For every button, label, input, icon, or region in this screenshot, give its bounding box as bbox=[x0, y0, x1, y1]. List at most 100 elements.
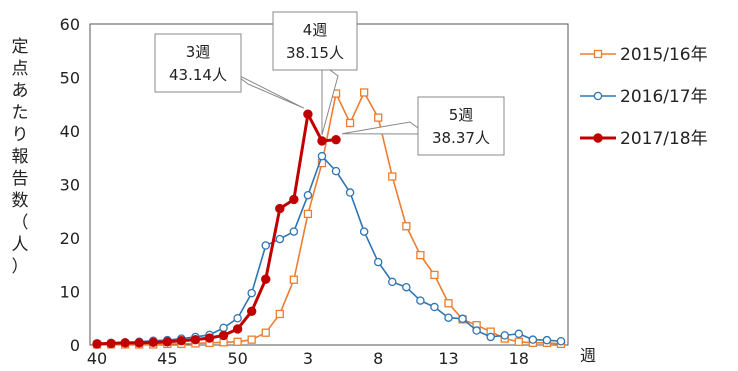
legend-item-3: 2017/18年 bbox=[580, 129, 708, 149]
callout-box bbox=[417, 96, 505, 156]
y-tick-label: 10 bbox=[60, 283, 80, 302]
data-point bbox=[232, 324, 243, 334]
data-point bbox=[275, 203, 285, 214]
data-point bbox=[275, 234, 285, 244]
data-point bbox=[275, 309, 284, 319]
series-line bbox=[97, 91, 562, 346]
series-2 bbox=[92, 151, 566, 348]
data-point bbox=[331, 166, 341, 176]
callout-value: 38.15人 bbox=[286, 44, 344, 62]
data-point bbox=[317, 151, 327, 161]
y-tick-label: 0 bbox=[70, 336, 80, 355]
x-tick-label: 3 bbox=[303, 349, 313, 367]
data-point bbox=[261, 241, 270, 250]
x-tick-label: 8 bbox=[373, 349, 383, 367]
data-point bbox=[472, 326, 481, 335]
data-point bbox=[233, 313, 242, 323]
y-axis-label-char: あ bbox=[12, 81, 29, 101]
data-point bbox=[92, 339, 102, 349]
data-point bbox=[219, 323, 228, 333]
data-point bbox=[458, 314, 467, 324]
series-line bbox=[96, 155, 562, 345]
data-point bbox=[289, 275, 299, 284]
data-point bbox=[331, 135, 341, 145]
data-point bbox=[444, 299, 453, 308]
data-point bbox=[402, 222, 411, 231]
y-axis-label-char: り bbox=[12, 125, 29, 145]
data-point bbox=[218, 330, 229, 341]
data-point bbox=[514, 329, 524, 339]
data-point bbox=[317, 136, 327, 146]
data-point bbox=[345, 118, 355, 128]
data-point bbox=[303, 109, 313, 119]
x-tick-label: 13 bbox=[438, 349, 458, 367]
callout-value: 43.14人 bbox=[169, 66, 227, 84]
y-axis-label-char: （ bbox=[12, 213, 29, 233]
callout-week: 3週 bbox=[186, 43, 211, 61]
data-point bbox=[345, 188, 355, 197]
series-layer bbox=[92, 88, 566, 349]
y-axis-label-char: ） bbox=[12, 257, 29, 277]
callout-week: 4週 bbox=[303, 21, 328, 39]
series-line bbox=[96, 112, 337, 346]
legend-marker bbox=[593, 91, 603, 101]
data-point bbox=[388, 277, 397, 287]
data-point bbox=[247, 288, 256, 298]
data-point bbox=[246, 306, 257, 316]
y-tick-label: 50 bbox=[60, 69, 80, 88]
legend-item-1: 2015/16年 bbox=[580, 45, 708, 65]
data-point bbox=[148, 337, 158, 348]
data-point bbox=[176, 336, 187, 346]
y-axis-label-char: た bbox=[12, 103, 29, 123]
data-point bbox=[528, 335, 538, 344]
y-axis-label-char: 数 bbox=[12, 191, 29, 211]
data-point bbox=[134, 338, 144, 348]
y-axis-label-char: 点 bbox=[12, 59, 29, 79]
data-point bbox=[204, 333, 215, 343]
legend-label: 2016/17年 bbox=[620, 87, 708, 107]
data-point bbox=[106, 338, 116, 349]
callout-pointer bbox=[231, 71, 305, 109]
data-point bbox=[359, 88, 369, 97]
tick-labels: 0 10 20 30 40 50 60 40 45 50 3 8 13 18 週 bbox=[60, 15, 596, 368]
data-point bbox=[430, 302, 439, 312]
y-tick-label: 20 bbox=[60, 229, 80, 248]
data-point bbox=[162, 337, 173, 347]
data-point bbox=[416, 250, 425, 260]
callout-box bbox=[272, 11, 358, 71]
callouts: 3週 43.14人 4週 38.15人 5週 38.37人 bbox=[154, 11, 505, 156]
y-axis-label-char: 定 bbox=[12, 37, 29, 57]
callout-value: 38.37人 bbox=[432, 129, 490, 147]
y-axis-label-char: 報 bbox=[12, 147, 29, 167]
data-point bbox=[486, 332, 495, 342]
legend: 2015/16年 2016/17年 2017/18年 bbox=[580, 45, 708, 149]
y-tick-label: 60 bbox=[60, 15, 80, 34]
x-tick-label: 40 bbox=[87, 349, 107, 367]
callout-box bbox=[154, 33, 242, 93]
x-tick-label: 18 bbox=[509, 349, 529, 367]
data-point bbox=[416, 296, 425, 305]
legend-item-2: 2016/17年 bbox=[580, 87, 708, 107]
data-point bbox=[247, 335, 256, 344]
x-tick-label: 45 bbox=[157, 349, 177, 367]
data-point bbox=[430, 270, 439, 280]
legend-label: 2017/18年 bbox=[620, 129, 708, 149]
callout-1: 3週 43.14人 bbox=[154, 33, 305, 109]
data-point bbox=[190, 334, 201, 345]
x-axis-label: 週 bbox=[580, 346, 596, 365]
callout-pointer bbox=[341, 121, 428, 135]
data-point bbox=[556, 337, 566, 346]
x-tick-label: 50 bbox=[227, 349, 247, 367]
legend-marker bbox=[593, 133, 603, 143]
data-point bbox=[514, 337, 523, 346]
series-3 bbox=[92, 109, 341, 349]
data-point bbox=[303, 209, 313, 219]
data-point bbox=[120, 338, 130, 348]
data-point bbox=[500, 331, 509, 340]
data-point bbox=[289, 227, 299, 236]
data-point bbox=[388, 172, 397, 181]
data-point bbox=[303, 190, 313, 200]
